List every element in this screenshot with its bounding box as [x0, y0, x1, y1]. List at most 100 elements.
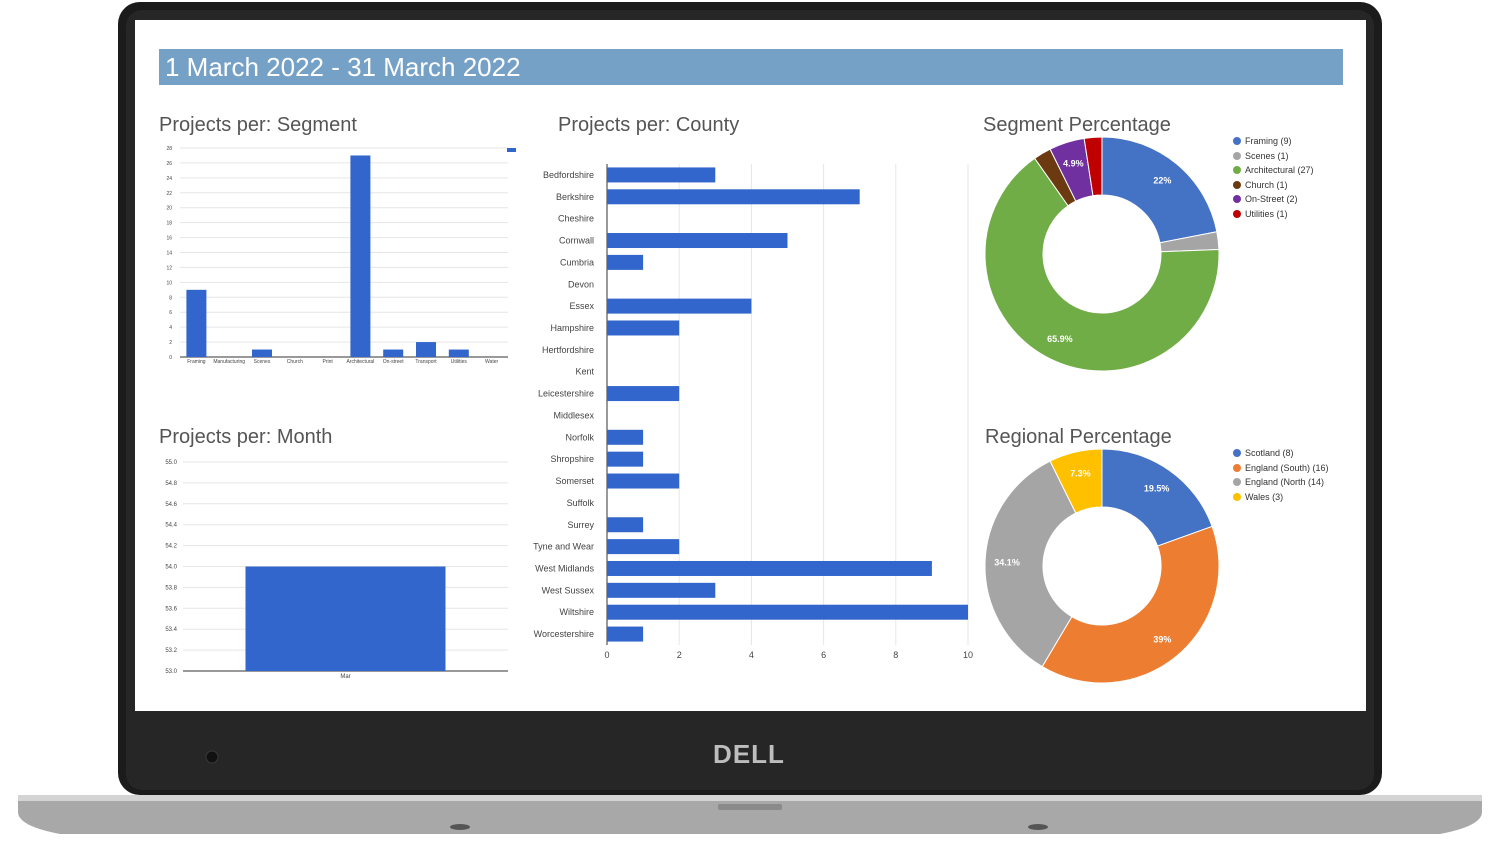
county-y-tick: Shropshire — [550, 454, 594, 464]
donut-slice-label: 4.9% — [1063, 158, 1084, 168]
county-y-tick: Hertfordshire — [542, 345, 594, 355]
county-y-tick: Surrey — [567, 520, 594, 530]
county-x-tick: 4 — [749, 650, 754, 660]
month-chart-title: Projects per: Month — [159, 426, 333, 448]
segment-y-tick: 6 — [169, 310, 172, 316]
regional-donut-chart: 19.5% 39% 34.1% 7.3% — [984, 448, 1220, 684]
legend-swatch — [1233, 180, 1241, 189]
month-y-tick: 53.6 — [165, 606, 177, 612]
segment-bar — [186, 289, 207, 357]
legend-item: Framing (9) — [1233, 134, 1314, 149]
month-bar — [245, 566, 446, 671]
county-bar — [607, 429, 644, 445]
legend-label: Scotland (8) — [1245, 448, 1294, 459]
county-y-tick: Cheshire — [558, 214, 594, 224]
county-y-tick: Kent — [575, 367, 594, 377]
segment-y-tick: 28 — [166, 146, 172, 152]
segment-x-tick: Transport — [415, 359, 437, 365]
month-y-tick: 53.0 — [165, 669, 177, 675]
legend-item: Church (1) — [1233, 178, 1314, 193]
legend-swatch — [1233, 209, 1241, 218]
legend-label: Utilities (1) — [1245, 208, 1288, 219]
legend-swatch — [1233, 151, 1241, 160]
legend-item: England (South) (16) — [1233, 461, 1329, 476]
county-y-tick: West Sussex — [542, 585, 595, 595]
county-x-tick: 8 — [893, 650, 898, 660]
month-y-tick: 54.2 — [165, 544, 177, 550]
segment-y-tick: 22 — [166, 191, 172, 197]
legend-label: England (North (14) — [1245, 477, 1325, 488]
laptop-hinge-notch — [718, 804, 782, 810]
donut-slice-label: 7.3% — [1070, 468, 1091, 478]
donut-slice — [984, 157, 1220, 372]
county-bar — [607, 539, 680, 555]
donut-slice-label: 19.5% — [1144, 483, 1170, 493]
donut-slice — [1083, 136, 1103, 197]
month-x-tick: Mar — [340, 674, 350, 680]
county-bar — [607, 254, 644, 270]
segment-pct-title: Segment Percentage — [983, 114, 1171, 136]
county-y-tick: Devon — [568, 279, 594, 289]
county-x-tick: 0 — [604, 650, 609, 660]
laptop-base — [18, 795, 1482, 834]
donut-slice — [984, 460, 1077, 668]
legend-swatch — [1233, 137, 1241, 146]
segment-y-tick: 16 — [166, 236, 172, 242]
segment-y-tick: 18 — [166, 221, 172, 227]
county-bar — [607, 189, 860, 205]
segment-donut-chart: 22% 65.9% 4.9% — [984, 136, 1220, 372]
donut-slice — [1041, 525, 1220, 684]
county-x-tick: 6 — [821, 650, 826, 660]
donut-slice-label: 34.1% — [994, 557, 1020, 567]
county-y-tick: Wiltshire — [559, 607, 594, 617]
county-x-tick: 10 — [963, 650, 973, 660]
dashboard-screen: 1 March 2022 - 31 March 2022 Projects pe… — [135, 20, 1366, 711]
month-y-tick: 54.0 — [165, 565, 177, 571]
laptop-foot-left — [450, 824, 470, 830]
county-y-tick: Essex — [569, 301, 594, 311]
legend-label: Architectural (27) — [1245, 165, 1314, 176]
segment-y-tick: 8 — [169, 295, 172, 301]
webcam-icon — [205, 750, 219, 764]
county-y-tick: Somerset — [555, 476, 594, 486]
county-y-tick: Cumbria — [560, 257, 594, 267]
county-chart-title: Projects per: County — [558, 114, 740, 136]
county-y-tick: Cornwall — [559, 236, 594, 246]
county-y-tick: Bedfordshire — [543, 170, 594, 180]
segment-x-tick: Manufacturing — [213, 359, 245, 365]
county-y-tick: Leicestershire — [538, 389, 594, 399]
legend-item: Utilities (1) — [1233, 207, 1314, 222]
month-y-tick: 53.2 — [165, 648, 177, 654]
donut-slice — [1101, 136, 1218, 244]
county-bar — [607, 233, 788, 249]
county-bar — [607, 386, 680, 402]
legend-swatch — [1233, 195, 1241, 204]
segment-legend-marker — [507, 148, 516, 152]
segment-x-tick: Framing — [187, 359, 206, 365]
county-bar — [607, 582, 716, 598]
county-bar — [607, 604, 968, 620]
county-y-tick: Norfolk — [565, 432, 594, 442]
laptop-base-highlight — [18, 795, 1482, 801]
segment-x-tick: Scenes — [254, 359, 271, 365]
segment-bar — [383, 349, 404, 357]
segment-y-tick: 10 — [166, 280, 172, 286]
month-y-tick: 53.8 — [165, 585, 177, 591]
legend-item: England (North (14) — [1233, 475, 1329, 490]
segment-bar — [416, 342, 436, 357]
legend-item: On-Street (2) — [1233, 192, 1314, 207]
segment-y-tick: 24 — [166, 176, 172, 182]
segment-y-tick: 0 — [169, 355, 172, 361]
county-y-tick: West Midlands — [535, 563, 594, 573]
segment-y-tick: 14 — [166, 251, 172, 257]
segment-bar — [350, 155, 371, 357]
segment-x-tick: Church — [287, 359, 303, 365]
county-y-tick: Suffolk — [567, 498, 595, 508]
county-bar — [607, 451, 644, 467]
county-bar — [607, 167, 716, 183]
date-range-banner: 1 March 2022 - 31 March 2022 — [159, 49, 1343, 85]
county-bar — [607, 473, 680, 489]
donut-slice — [1049, 448, 1103, 514]
legend-item: Architectural (27) — [1233, 163, 1314, 178]
